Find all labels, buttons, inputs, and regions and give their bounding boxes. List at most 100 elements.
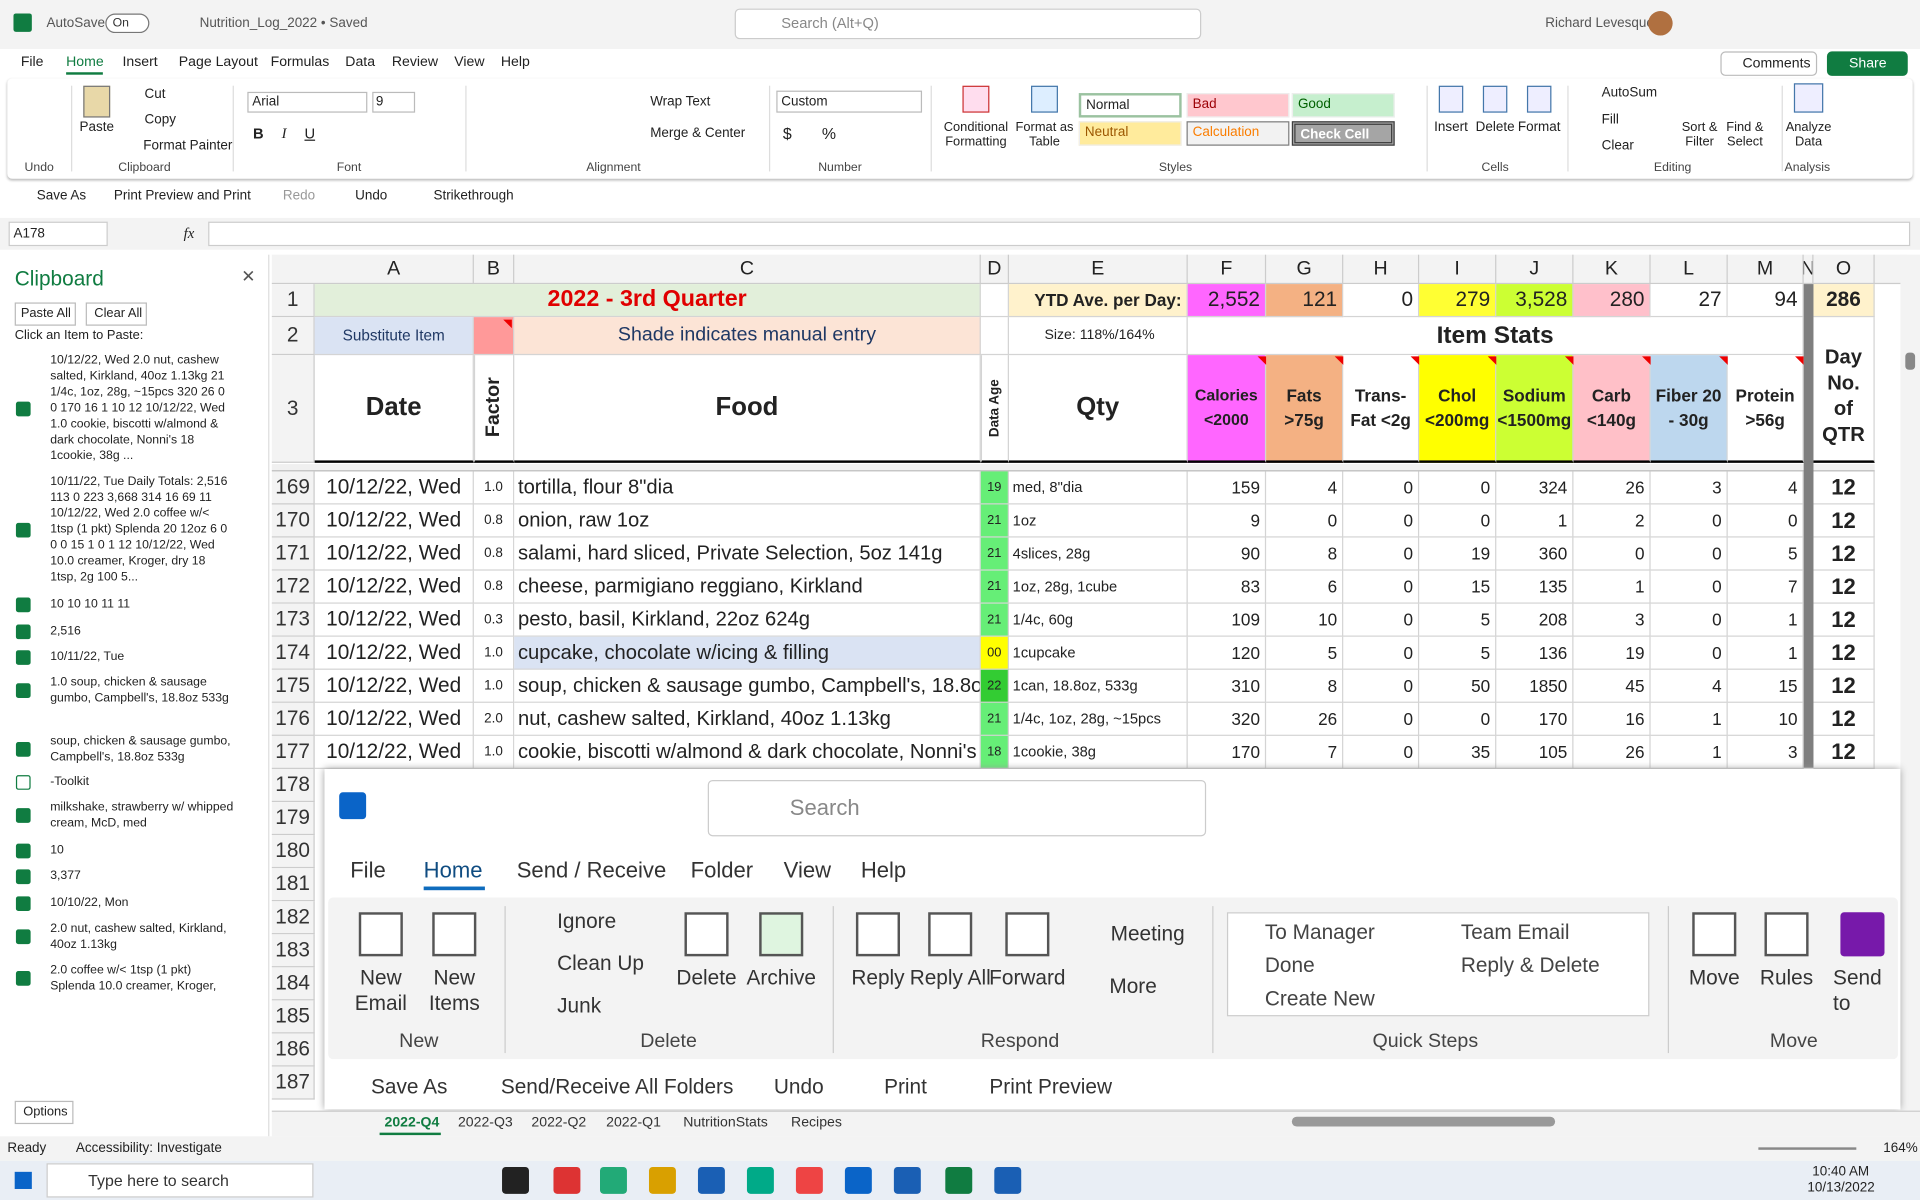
column-header[interactable]: I <box>1419 254 1497 285</box>
quick-step[interactable]: To Manager <box>1264 920 1375 945</box>
row-header[interactable]: 1 <box>271 284 315 318</box>
outlook-toolbar-item[interactable]: Print Preview <box>989 1075 1113 1099</box>
quick-access-item[interactable]: Undo <box>355 188 388 204</box>
clipboard-item[interactable]: milkshake, strawberry w/ whipped cream, … <box>50 800 234 831</box>
number-format[interactable]: Custom <box>781 94 828 109</box>
column-header[interactable]: L <box>1651 254 1728 285</box>
reply[interactable]: Reply <box>851 966 905 990</box>
column-header[interactable]: B <box>474 254 515 285</box>
cells-button[interactable]: Format <box>1517 120 1561 135</box>
clean-up[interactable]: Clean Up <box>557 951 644 975</box>
row-header[interactable]: 170 <box>271 504 315 538</box>
cut-label[interactable]: Cut <box>144 86 166 102</box>
row-header[interactable]: 169 <box>271 471 315 505</box>
wrap-text[interactable]: Wrap Text <box>650 94 711 109</box>
cell-style[interactable]: Calculation <box>1186 121 1290 146</box>
column-header[interactable]: N <box>1804 254 1814 285</box>
row-header[interactable]: 172 <box>271 570 315 604</box>
outlook-toolbar-item[interactable]: Save As <box>371 1075 448 1099</box>
outlook-tab[interactable]: Home <box>423 857 483 883</box>
format-painter-label[interactable]: Format Painter <box>143 138 233 154</box>
clipboard-item[interactable]: 3,377 <box>50 869 81 883</box>
ribbon-tab[interactable]: View <box>454 55 485 70</box>
font-name[interactable]: Arial <box>252 94 280 109</box>
row-header[interactable]: 171 <box>271 537 315 571</box>
clipboard-item[interactable]: 2.0 nut, cashew salted, Kirkland, 40oz 1… <box>50 922 227 952</box>
search-placeholder[interactable]: Search (Alt+Q) <box>781 14 879 32</box>
quick-access-item[interactable]: Redo <box>282 188 316 204</box>
row-header[interactable]: 178 <box>271 768 315 803</box>
status-zoom[interactable]: 164% <box>1883 1141 1918 1156</box>
percent-button[interactable]: % <box>821 124 837 143</box>
row-header[interactable]: 184 <box>271 967 315 1001</box>
outlook-tab[interactable]: Send / Receive <box>516 857 667 883</box>
sheet-tab[interactable]: 2022-Q1 <box>606 1115 661 1131</box>
cell-style[interactable]: Neutral <box>1078 121 1182 146</box>
row-header[interactable]: 183 <box>271 934 315 968</box>
column-header[interactable]: O <box>1813 254 1875 285</box>
row-header[interactable]: 187 <box>271 1066 315 1100</box>
clipboard-item[interactable]: 2,516 <box>50 624 81 638</box>
clipboard-item[interactable]: soup, chicken & sausage gumbo, Campbell'… <box>50 734 231 765</box>
clipboard-item[interactable]: 10/10/22, Mon <box>50 896 129 910</box>
paste-label[interactable]: Paste <box>79 120 114 135</box>
row-header[interactable]: 180 <box>271 835 315 869</box>
font-size[interactable]: 9 <box>375 94 384 109</box>
cells-button[interactable]: Delete <box>1475 120 1515 135</box>
autosum[interactable]: AutoSum <box>1601 85 1658 101</box>
paste-all[interactable]: Paste All <box>20 306 71 321</box>
format-as-table[interactable]: Format as Table <box>1015 120 1074 150</box>
name-box-text[interactable]: A178 <box>13 226 45 242</box>
cell-style[interactable]: Check Cell <box>1291 121 1395 146</box>
cell-style[interactable]: Good <box>1291 93 1395 118</box>
bold-button[interactable]: B <box>253 124 264 143</box>
rules[interactable]: Rules <box>1759 966 1814 990</box>
column-header[interactable]: H <box>1343 254 1420 285</box>
reply-all[interactable]: Reply All <box>909 966 991 990</box>
ribbon-tab[interactable]: Page Layout <box>178 55 258 70</box>
ignore[interactable]: Ignore <box>557 909 617 934</box>
outlook-tab[interactable]: Folder <box>690 857 754 883</box>
clipboard-item[interactable]: 10 10 10 11 11 <box>50 597 131 612</box>
fill[interactable]: Fill <box>1601 112 1619 128</box>
cell-style[interactable]: Normal <box>1078 93 1182 118</box>
clipboard-item[interactable]: 10/12/22, Wed 2.0 nut, cashew salted, Ki… <box>50 353 225 463</box>
options[interactable]: Options <box>23 1104 68 1120</box>
meeting[interactable]: Meeting <box>1110 922 1185 946</box>
column-header[interactable]: G <box>1266 254 1344 285</box>
row-header[interactable]: 185 <box>271 1000 315 1034</box>
outlook-toolbar-item[interactable]: Print <box>884 1075 927 1099</box>
row-header[interactable]: 3 <box>271 355 315 463</box>
cells-button[interactable]: Insert <box>1434 120 1468 135</box>
sheet-tab[interactable]: 2022-Q3 <box>457 1115 513 1131</box>
conditional-formatting[interactable]: Conditional Formatting <box>943 120 1009 150</box>
new-items[interactable]: New Items <box>428 966 480 1016</box>
column-header[interactable]: J <box>1496 254 1574 285</box>
move[interactable]: Move <box>1688 966 1740 990</box>
quick-access-item[interactable]: Strikethrough <box>433 188 514 204</box>
outlook-search[interactable]: Search <box>789 795 860 820</box>
italic-button[interactable]: I <box>281 124 287 142</box>
clipboard-item[interactable]: 10/11/22, Tue <box>50 650 125 664</box>
junk[interactable]: Junk <box>557 994 602 1018</box>
outlook-tab[interactable]: Help <box>860 857 907 883</box>
send-to-onenote[interactable]: Send to OneNote <box>1833 966 1898 1019</box>
ribbon-tab[interactable]: Insert <box>122 55 158 70</box>
quick-step[interactable]: Create New <box>1264 986 1375 1011</box>
merge-center[interactable]: Merge & Center <box>650 126 746 141</box>
sheet-tab[interactable]: Recipes <box>791 1115 842 1131</box>
row-header[interactable]: 182 <box>271 901 315 935</box>
currency-button[interactable]: $ <box>782 124 792 143</box>
column-header[interactable]: M <box>1728 254 1804 285</box>
quick-step[interactable]: Done <box>1264 953 1315 978</box>
analyze-data[interactable]: Analyze Data <box>1785 120 1832 150</box>
status-accessibility[interactable]: Accessibility: Investigate <box>75 1141 222 1156</box>
row-header[interactable]: 2 <box>271 317 315 356</box>
clipboard-item[interactable]: 2.0 coffee w/< 1tsp (1 pkt) Splenda 10.0… <box>50 963 217 994</box>
row-header[interactable]: 176 <box>271 702 315 736</box>
copy-label[interactable]: Copy <box>144 112 176 128</box>
outlook-toolbar-item[interactable]: Undo <box>773 1075 824 1099</box>
clipboard-item[interactable]: -Toolkit <box>50 775 90 789</box>
ribbon-tab[interactable]: Home <box>66 55 104 70</box>
row-header[interactable]: 177 <box>271 735 315 769</box>
